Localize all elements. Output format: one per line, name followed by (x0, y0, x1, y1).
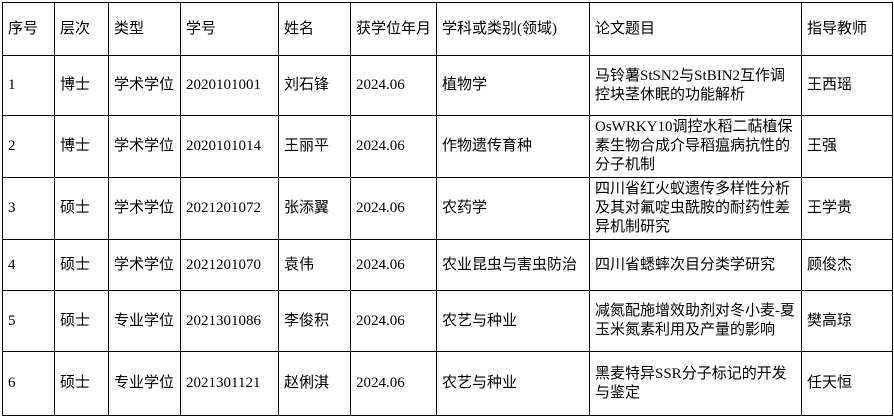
header-row: 序号 层次 类型 学号 姓名 获学位年月 学科或类别(领域) 论文题目 指导教师 (2, 2, 893, 56)
cell-advisor: 任天恒 (801, 351, 893, 416)
cell-discipline: 农药学 (436, 177, 590, 240)
cell-index: 3 (2, 177, 55, 240)
cell-type: 学术学位 (108, 115, 181, 178)
col-header-student-id: 学号 (180, 2, 279, 56)
cell-degree-date: 2024.06 (350, 115, 437, 178)
cell-name: 刘石锋 (278, 55, 351, 116)
cell-level: 硕士 (54, 177, 109, 240)
cell-level: 硕士 (54, 351, 109, 416)
col-header-thesis-title: 论文题目 (589, 2, 802, 56)
col-header-discipline: 学科或类别(领域) (436, 2, 590, 56)
table-row: 6 硕士 专业学位 2021301121 赵俐淇 2024.06 农艺与种业 黑… (2, 351, 893, 416)
cell-thesis-title: 马铃薯StSN2与StBIN2互作调控块茎休眠的功能解析 (589, 55, 802, 116)
cell-degree-date: 2024.06 (350, 290, 437, 352)
cell-degree-date: 2024.06 (350, 177, 437, 240)
cell-student-id: 2021301086 (180, 290, 279, 352)
cell-type: 学术学位 (108, 55, 181, 116)
cell-name: 张添翼 (278, 177, 351, 240)
cell-name: 王丽平 (278, 115, 351, 178)
cell-degree-date: 2024.06 (350, 351, 437, 416)
col-header-index: 序号 (2, 2, 55, 56)
cell-level: 硕士 (54, 239, 109, 291)
col-header-type: 类型 (108, 2, 181, 56)
cell-discipline: 作物遗传育种 (436, 115, 590, 178)
cell-index: 1 (2, 55, 55, 116)
cell-advisor: 王强 (801, 115, 893, 178)
cell-student-id: 2021201070 (180, 239, 279, 291)
cell-student-id: 2020101014 (180, 115, 279, 178)
cell-level: 博士 (54, 55, 109, 116)
col-header-name: 姓名 (278, 2, 351, 56)
cell-type: 学术学位 (108, 177, 181, 240)
cell-type: 专业学位 (108, 351, 181, 416)
cell-type: 专业学位 (108, 290, 181, 352)
cell-level: 硕士 (54, 290, 109, 352)
cell-student-id: 2021201072 (180, 177, 279, 240)
table-row: 3 硕士 学术学位 2021201072 张添翼 2024.06 农药学 四川省… (2, 177, 893, 240)
cell-discipline: 农业昆虫与害虫防治 (436, 239, 590, 291)
cell-index: 4 (2, 239, 55, 291)
cell-thesis-title: 四川省蟋蟀次目分类学研究 (589, 239, 802, 291)
table-row: 5 硕士 专业学位 2021301086 李俊积 2024.06 农艺与种业 减… (2, 290, 893, 352)
table-row: 4 硕士 学术学位 2021201070 袁伟 2024.06 农业昆虫与害虫防… (2, 239, 893, 291)
cell-advisor: 顾俊杰 (801, 239, 893, 291)
table-row: 2 博士 学术学位 2020101014 王丽平 2024.06 作物遗传育种 … (2, 115, 893, 178)
cell-student-id: 2021301121 (180, 351, 279, 416)
cell-thesis-title: OsWRKY10调控水稻二萜植保素生物合成介导稻瘟病抗性的分子机制 (589, 115, 802, 178)
cell-name: 李俊积 (278, 290, 351, 352)
cell-type: 学术学位 (108, 239, 181, 291)
col-header-level: 层次 (54, 2, 109, 56)
cell-thesis-title: 黑麦特异SSR分子标记的开发与鉴定 (589, 351, 802, 416)
cell-degree-date: 2024.06 (350, 55, 437, 116)
cell-name: 袁伟 (278, 239, 351, 291)
cell-advisor: 王西瑶 (801, 55, 893, 116)
cell-name: 赵俐淇 (278, 351, 351, 416)
cell-discipline: 农艺与种业 (436, 290, 590, 352)
col-header-advisor: 指导教师 (801, 2, 893, 56)
cell-index: 6 (2, 351, 55, 416)
cell-student-id: 2020101001 (180, 55, 279, 116)
cell-advisor: 樊高琼 (801, 290, 893, 352)
cell-thesis-title: 四川省红火蚁遗传多样性分析及其对氟啶虫酰胺的耐药性差异机制研究 (589, 177, 802, 240)
cell-level: 博士 (54, 115, 109, 178)
cell-advisor: 王学贵 (801, 177, 893, 240)
cell-discipline: 植物学 (436, 55, 590, 116)
cell-index: 2 (2, 115, 55, 178)
cell-thesis-title: 减氮配施增效助剂对冬小麦-夏玉米氮素利用及产量的影响 (589, 290, 802, 352)
cell-discipline: 农艺与种业 (436, 351, 590, 416)
table-row: 1 博士 学术学位 2020101001 刘石锋 2024.06 植物学 马铃薯… (2, 55, 893, 116)
col-header-degree-date: 获学位年月 (350, 2, 437, 56)
cell-degree-date: 2024.06 (350, 239, 437, 291)
cell-index: 5 (2, 290, 55, 352)
